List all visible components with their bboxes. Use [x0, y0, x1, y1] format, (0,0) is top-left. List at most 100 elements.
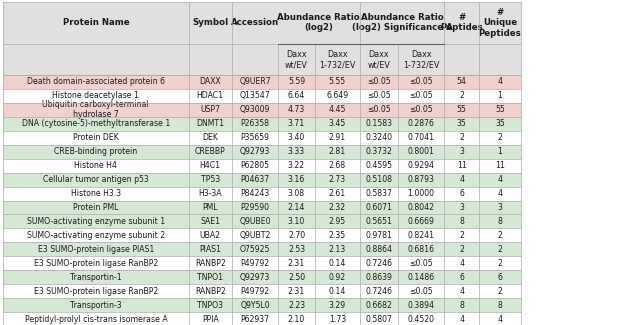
- Text: Histone deacetylase 1: Histone deacetylase 1: [52, 91, 139, 100]
- Text: 2.14: 2.14: [288, 203, 305, 212]
- Text: 0.8042: 0.8042: [408, 203, 435, 212]
- Text: 2.53: 2.53: [288, 245, 305, 254]
- Text: P26358: P26358: [240, 119, 270, 128]
- Bar: [3, 242, 521, 256]
- Bar: [3, 284, 521, 298]
- Text: 2: 2: [498, 245, 502, 254]
- Text: P49792: P49792: [240, 259, 270, 268]
- Text: DNMT1: DNMT1: [196, 119, 224, 128]
- Text: 0.9781: 0.9781: [366, 231, 392, 240]
- Text: #
Peptides: # Peptides: [440, 13, 483, 32]
- Bar: [3, 256, 521, 270]
- Text: Q9Y5L0: Q9Y5L0: [240, 301, 270, 310]
- Text: ≤0.05: ≤0.05: [410, 91, 433, 100]
- Text: Histone H4: Histone H4: [74, 161, 118, 170]
- Bar: [3, 187, 521, 201]
- Text: ≤0.05: ≤0.05: [367, 77, 390, 86]
- Bar: [3, 75, 521, 89]
- Text: 0.4595: 0.4595: [366, 161, 392, 170]
- Bar: [3, 145, 521, 159]
- Text: 2: 2: [459, 245, 464, 254]
- Text: Daxx
1-732/EV: Daxx 1-732/EV: [320, 50, 355, 69]
- Text: 2: 2: [498, 133, 502, 142]
- Text: PIAS1: PIAS1: [199, 245, 221, 254]
- Text: 2: 2: [459, 231, 464, 240]
- Text: SUMO-activating enzyme subunit 1: SUMO-activating enzyme subunit 1: [27, 217, 165, 226]
- Text: 0.8639: 0.8639: [366, 273, 392, 282]
- Text: 2.95: 2.95: [329, 217, 346, 226]
- Text: 0.2876: 0.2876: [408, 119, 435, 128]
- Text: 0.5108: 0.5108: [366, 175, 392, 184]
- Text: 1.73: 1.73: [329, 315, 346, 324]
- Text: 6: 6: [498, 273, 502, 282]
- Text: 3.16: 3.16: [288, 175, 305, 184]
- Text: 0.5807: 0.5807: [366, 315, 392, 324]
- Text: 11: 11: [457, 161, 466, 170]
- Text: Ubiquitin carboxyl-terminal
hydrolase 7: Ubiquitin carboxyl-terminal hydrolase 7: [42, 100, 150, 119]
- Text: E3 SUMO-protein ligase RanBP2: E3 SUMO-protein ligase RanBP2: [34, 259, 158, 268]
- Text: 2.23: 2.23: [288, 301, 305, 310]
- Text: RANBP2: RANBP2: [195, 259, 226, 268]
- Text: 0.1486: 0.1486: [408, 273, 435, 282]
- Text: Death domain-associated protein 6: Death domain-associated protein 6: [27, 77, 165, 86]
- Text: 8: 8: [459, 301, 464, 310]
- Text: Abundance Ratio
(log2) Significance A: Abundance Ratio (log2) Significance A: [351, 13, 452, 32]
- Text: 2.32: 2.32: [329, 203, 346, 212]
- Text: DAXX: DAXX: [199, 77, 221, 86]
- Text: ≤0.05: ≤0.05: [367, 105, 390, 114]
- Bar: [3, 214, 521, 228]
- Text: ≤0.05: ≤0.05: [410, 287, 433, 296]
- Text: 3.45: 3.45: [329, 119, 346, 128]
- Text: Q9UBE0: Q9UBE0: [239, 217, 271, 226]
- Text: USP7: USP7: [200, 105, 220, 114]
- Text: 35: 35: [457, 119, 466, 128]
- Text: 0.9294: 0.9294: [408, 161, 435, 170]
- Text: P84243: P84243: [240, 189, 270, 198]
- Text: 4: 4: [459, 259, 464, 268]
- Text: DNA (cytosine-5)-methyltransferase 1: DNA (cytosine-5)-methyltransferase 1: [22, 119, 170, 128]
- Text: 0.8864: 0.8864: [366, 245, 392, 254]
- Text: P49792: P49792: [240, 287, 270, 296]
- Text: O75925: O75925: [240, 245, 270, 254]
- Text: RANBP2: RANBP2: [195, 287, 226, 296]
- Text: H3-3A: H3-3A: [199, 189, 222, 198]
- Text: 11: 11: [495, 161, 505, 170]
- Text: E3 SUMO-protein ligase PIAS1: E3 SUMO-protein ligase PIAS1: [38, 245, 154, 254]
- Text: CREBBP: CREBBP: [195, 147, 226, 156]
- Text: 5.55: 5.55: [329, 77, 346, 86]
- Text: 5.59: 5.59: [288, 77, 305, 86]
- Text: 0.8241: 0.8241: [408, 231, 435, 240]
- Text: 0.92: 0.92: [329, 273, 346, 282]
- Text: PPIA: PPIA: [202, 315, 219, 324]
- Bar: [3, 117, 521, 131]
- Text: Q9UER7: Q9UER7: [239, 77, 271, 86]
- Text: 3.71: 3.71: [288, 119, 305, 128]
- Text: 2: 2: [459, 133, 464, 142]
- Text: 4: 4: [498, 315, 502, 324]
- Text: 3.10: 3.10: [288, 217, 305, 226]
- Text: 3.40: 3.40: [288, 133, 305, 142]
- Text: 4.73: 4.73: [288, 105, 305, 114]
- Text: 3.29: 3.29: [329, 301, 346, 310]
- Text: P62805: P62805: [240, 161, 270, 170]
- Text: Q93009: Q93009: [240, 105, 270, 114]
- Text: 0.14: 0.14: [328, 259, 346, 268]
- Bar: [3, 159, 521, 173]
- Text: 3.08: 3.08: [288, 189, 305, 198]
- Text: Daxx
wt/EV: Daxx wt/EV: [285, 50, 308, 69]
- Bar: [3, 312, 521, 325]
- Text: 3: 3: [498, 203, 502, 212]
- Text: P04637: P04637: [240, 175, 270, 184]
- Text: 0.8793: 0.8793: [408, 175, 435, 184]
- Text: 0.5651: 0.5651: [366, 217, 392, 226]
- Text: P35659: P35659: [240, 133, 270, 142]
- Text: 4.45: 4.45: [328, 105, 346, 114]
- Text: 2.35: 2.35: [329, 231, 346, 240]
- Text: TNPO1: TNPO1: [197, 273, 223, 282]
- Text: Symbol: Symbol: [192, 18, 228, 27]
- Text: PML: PML: [203, 203, 218, 212]
- Text: Q92973: Q92973: [240, 273, 270, 282]
- Text: SUMO-activating enzyme subunit 2: SUMO-activating enzyme subunit 2: [27, 231, 165, 240]
- Text: 2.13: 2.13: [329, 245, 346, 254]
- Bar: [3, 173, 521, 187]
